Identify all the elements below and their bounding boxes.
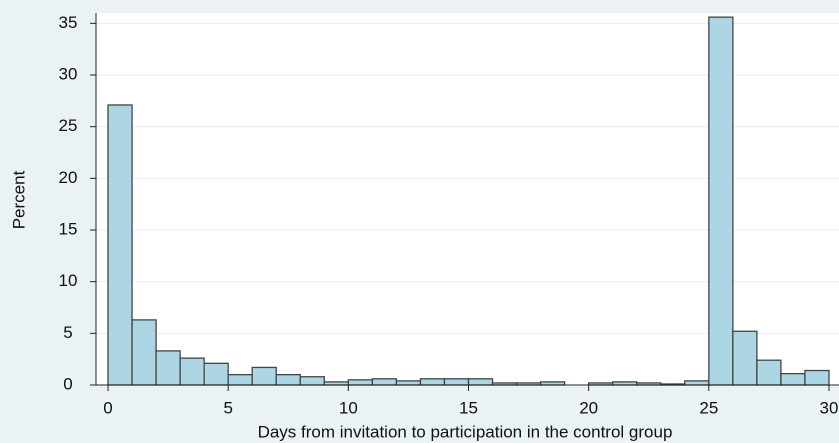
bar: [179, 357, 205, 386]
y-tick-label: 25: [59, 116, 78, 135]
y-tick-label: 35: [59, 13, 78, 32]
bar: [251, 366, 277, 386]
bar: [708, 16, 734, 386]
bar: [155, 350, 181, 386]
bar: [467, 378, 494, 386]
y-tick-label: 20: [59, 168, 78, 187]
bar: [419, 378, 446, 386]
x-tick-label: 5: [223, 398, 232, 417]
bar: [371, 378, 398, 386]
bar: [227, 374, 253, 386]
x-tick-label: 30: [820, 398, 839, 417]
y-tick-label: 30: [59, 64, 78, 83]
y-tick-label: 0: [63, 374, 72, 393]
bar: [756, 359, 782, 386]
bar: [443, 378, 470, 386]
bar: [804, 369, 830, 386]
x-tick-label: 10: [339, 398, 358, 417]
y-tick-label: 5: [63, 323, 72, 342]
y-axis-label: Percent: [9, 170, 28, 229]
bar: [275, 374, 301, 386]
bar: [732, 330, 758, 386]
x-axis-label: Days from invitation to participation in…: [258, 422, 673, 441]
bar: [780, 372, 806, 386]
bar: [684, 380, 710, 386]
bar: [107, 104, 133, 386]
bar: [299, 376, 325, 386]
y-tick-label: 15: [59, 219, 78, 238]
x-tick-label: 20: [579, 398, 598, 417]
bar: [347, 379, 374, 386]
bar: [203, 362, 229, 386]
bar: [395, 380, 422, 386]
bar: [131, 319, 157, 386]
y-tick-label: 10: [59, 271, 78, 290]
x-tick-label: 15: [459, 398, 478, 417]
x-tick-label: 25: [699, 398, 718, 417]
x-tick-label: 0: [103, 398, 112, 417]
